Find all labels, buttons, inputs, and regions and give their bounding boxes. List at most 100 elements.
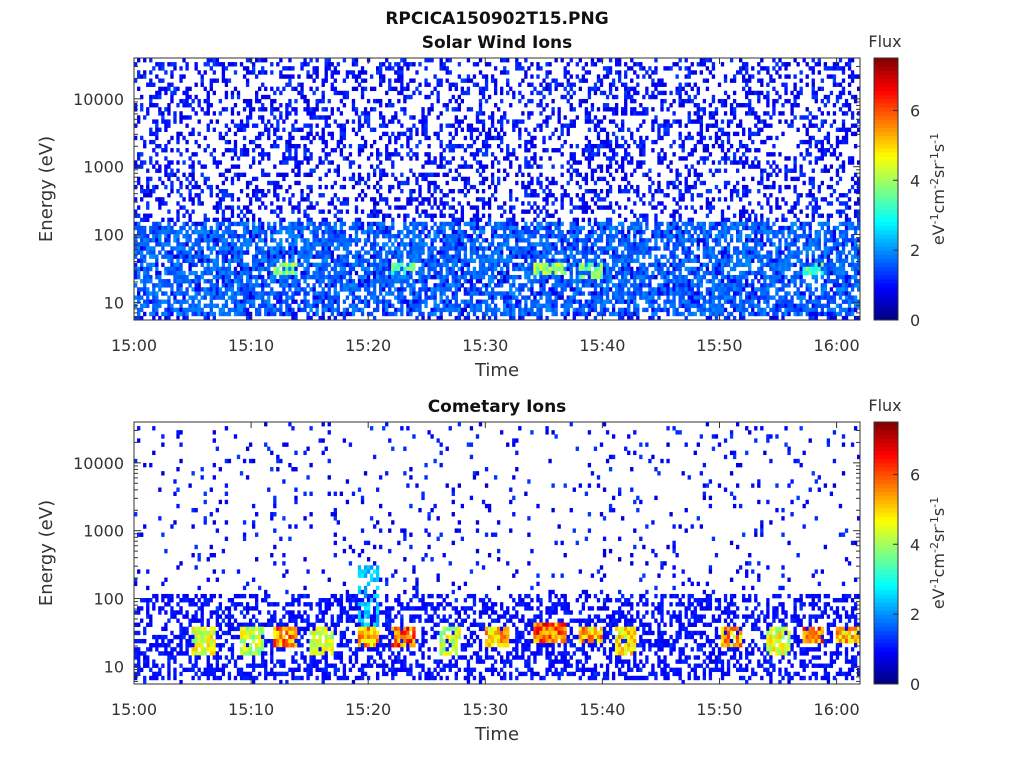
heatmap-cell xyxy=(134,242,138,247)
heatmap-cell xyxy=(236,287,241,292)
heatmap-cell xyxy=(282,119,286,124)
heatmap-cell xyxy=(224,258,229,263)
heatmap-cell xyxy=(454,119,458,124)
heatmap-cell xyxy=(427,250,431,255)
heatmap-cell xyxy=(239,266,244,272)
heatmap-cell xyxy=(303,295,307,300)
heatmap-cell xyxy=(472,62,477,67)
heatmap-cell xyxy=(327,254,331,259)
heatmap-cell xyxy=(442,193,446,198)
heatmap-cell xyxy=(203,225,207,231)
heatmap-cell xyxy=(545,234,549,239)
heatmap-cell xyxy=(203,213,207,218)
heatmap-cell xyxy=(242,135,247,141)
heatmap-cell xyxy=(363,303,368,309)
heatmap-cell xyxy=(224,270,229,276)
heatmap-cell xyxy=(524,160,528,165)
heatmap-cell xyxy=(448,258,452,263)
heatmap-cell xyxy=(445,143,449,149)
heatmap-cell xyxy=(391,270,395,276)
heatmap-cell xyxy=(621,168,625,173)
heatmap-cell xyxy=(457,225,461,231)
heatmap-cell xyxy=(548,246,552,251)
heatmap-cell xyxy=(146,193,150,198)
heatmap-cell xyxy=(557,148,561,153)
heatmap-cell xyxy=(614,62,619,67)
heatmap-cell xyxy=(212,291,216,296)
heatmap-cell xyxy=(285,303,289,309)
heatmap-cell xyxy=(164,86,168,92)
heatmap-cell xyxy=(379,152,383,157)
heatmap-cell xyxy=(503,58,507,63)
heatmap-cell xyxy=(608,234,613,239)
heatmap-cell xyxy=(206,291,210,296)
heatmap-cell xyxy=(596,283,601,288)
heatmap-cell xyxy=(490,299,495,304)
heatmap-cell xyxy=(140,229,144,235)
heatmap-cell xyxy=(306,274,310,280)
heatmap-cell xyxy=(611,266,616,272)
heatmap-cell xyxy=(273,127,277,132)
heatmap-cell xyxy=(493,184,498,190)
heatmap-cell xyxy=(409,135,413,141)
heatmap-cell xyxy=(433,274,437,280)
heatmap-cell xyxy=(146,217,150,223)
heatmap-cell xyxy=(409,131,413,137)
heatmap-cell xyxy=(624,262,628,268)
heatmap-cell xyxy=(279,90,283,96)
heatmap-cell xyxy=(282,266,286,272)
heatmap-cell xyxy=(484,303,489,309)
heatmap-cell xyxy=(545,201,549,206)
heatmap-cell xyxy=(245,58,250,63)
heatmap-cell xyxy=(233,250,238,255)
heatmap-cell xyxy=(351,238,356,243)
heatmap-cell xyxy=(442,250,446,255)
heatmap-cell xyxy=(152,189,156,194)
heatmap-cell xyxy=(351,311,356,317)
heatmap-cell xyxy=(442,279,446,284)
heatmap-cell xyxy=(614,283,619,288)
heatmap-cell xyxy=(530,262,534,268)
heatmap-cell xyxy=(143,143,147,149)
heatmap-cell xyxy=(430,307,434,313)
heatmap-cell xyxy=(221,274,226,280)
heatmap-cell xyxy=(614,168,619,173)
heatmap-cell xyxy=(608,254,613,259)
heatmap-cell xyxy=(230,242,235,247)
heatmap-cell xyxy=(137,274,141,280)
heatmap-cell xyxy=(297,82,301,87)
heatmap-cell xyxy=(442,254,446,259)
heatmap-cell xyxy=(560,164,564,169)
heatmap-cell xyxy=(400,274,404,280)
heatmap-cell xyxy=(182,279,186,284)
heatmap-cell xyxy=(593,238,598,243)
heatmap-cell xyxy=(536,303,540,309)
heatmap-cell xyxy=(161,197,165,202)
heatmap-cell xyxy=(503,262,507,268)
heatmap-cell xyxy=(524,254,528,259)
heatmap-cell xyxy=(170,270,174,276)
heatmap-cell xyxy=(348,311,353,317)
heatmap-cell xyxy=(536,62,540,67)
heatmap-cell xyxy=(173,172,177,178)
heatmap-cell xyxy=(321,238,325,243)
heatmap-cell xyxy=(363,238,368,243)
heatmap-cell xyxy=(627,229,631,235)
heatmap-cell xyxy=(366,213,371,218)
heatmap-cell xyxy=(245,250,250,255)
heatmap-cell xyxy=(137,86,141,92)
heatmap-cell xyxy=(309,315,313,321)
heatmap-cell xyxy=(140,303,144,309)
heatmap-cell xyxy=(557,291,561,296)
heatmap-cell xyxy=(627,94,631,100)
heatmap-cell xyxy=(439,160,443,165)
heatmap-cell xyxy=(436,131,440,137)
heatmap-cell xyxy=(439,189,443,194)
heatmap-cell xyxy=(379,168,383,173)
heatmap-cell xyxy=(279,303,283,309)
heatmap-cell xyxy=(554,287,558,292)
heatmap-cell xyxy=(194,229,198,235)
heatmap-cell xyxy=(137,315,141,321)
heatmap-cell xyxy=(218,246,223,251)
heatmap-cell xyxy=(563,250,567,255)
